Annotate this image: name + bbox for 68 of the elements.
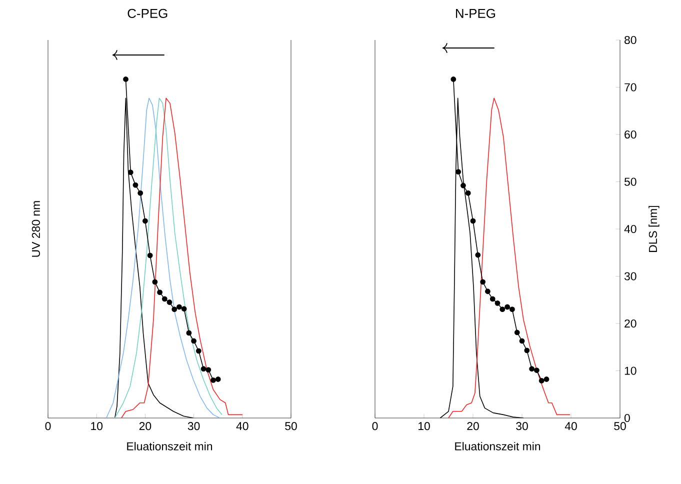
point — [142, 218, 148, 224]
y-axis-title: UV 280 nm — [32, 201, 40, 257]
point — [181, 306, 187, 312]
point — [510, 306, 515, 312]
point — [132, 182, 138, 188]
point — [519, 338, 525, 344]
point — [538, 378, 544, 384]
x-axis-title: Eluationszeit min — [127, 442, 212, 450]
point — [147, 252, 153, 258]
point — [460, 182, 466, 188]
y2-tick-label: 20 — [624, 319, 636, 328]
point — [475, 252, 481, 258]
x-tick-label: 50 — [614, 422, 626, 430]
point — [456, 169, 462, 175]
point — [123, 76, 128, 82]
x-tick-label: 30 — [516, 422, 528, 430]
point — [157, 290, 162, 296]
y2-tick-label: 70 — [624, 83, 636, 92]
x-tick-label: 50 — [285, 422, 297, 430]
y2-tick-label: 10 — [624, 366, 636, 375]
y2-tick-label: 40 — [624, 224, 636, 234]
point — [465, 190, 471, 196]
x-axis-title: Eluationszeit min — [455, 442, 540, 450]
x-tick-label: 0 — [45, 422, 51, 430]
point — [210, 378, 216, 383]
x-tick-label: 10 — [418, 422, 430, 430]
point — [191, 338, 196, 344]
x-tick-label: 40 — [564, 422, 577, 430]
y2-tick-label: 30 — [624, 272, 636, 280]
point — [215, 376, 221, 382]
point — [514, 330, 520, 336]
point — [524, 348, 530, 354]
point — [480, 279, 486, 285]
point — [490, 296, 496, 302]
line-series — [448, 98, 570, 418]
x-tick-label: 20 — [139, 422, 152, 430]
point — [138, 190, 144, 196]
y2-tick-label: 80 — [624, 36, 636, 44]
point — [206, 367, 212, 373]
point — [196, 348, 202, 354]
point — [176, 304, 182, 310]
point — [534, 368, 540, 373]
point — [504, 304, 510, 310]
point — [186, 330, 192, 336]
x-tick-label: 40 — [236, 422, 248, 430]
point — [152, 279, 158, 285]
point — [500, 306, 506, 312]
point — [166, 300, 172, 305]
chart-title: C-PEG — [128, 8, 168, 18]
point — [494, 300, 500, 306]
chart-title: N-PEG — [456, 8, 495, 18]
point — [128, 170, 134, 175]
y2-tick-label: 0 — [624, 414, 630, 422]
x-tick-label: 30 — [188, 422, 200, 430]
point — [172, 306, 178, 312]
point — [470, 218, 476, 224]
point — [485, 288, 490, 294]
x-tick-label: 20 — [467, 422, 479, 430]
point — [544, 376, 550, 382]
x-tick-label: 10 — [91, 422, 103, 430]
point — [200, 366, 206, 372]
point — [529, 366, 535, 372]
y2-axis-title: DLS [nm] — [648, 206, 660, 252]
y2-tick-label: 60 — [624, 130, 636, 139]
y2-tick-label: 50 — [624, 178, 636, 186]
x-tick-label: 0 — [372, 422, 378, 430]
point — [162, 296, 168, 302]
point — [450, 76, 456, 82]
